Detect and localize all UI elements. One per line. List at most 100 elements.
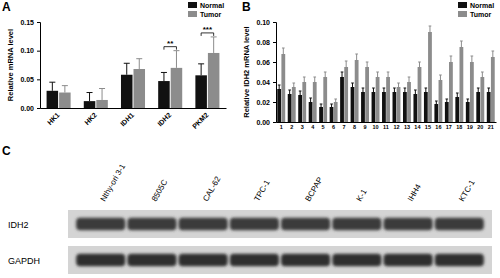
bar bbox=[158, 81, 170, 108]
bar bbox=[47, 91, 59, 108]
band bbox=[435, 218, 484, 230]
panel-title: B bbox=[242, 0, 251, 14]
bar bbox=[288, 94, 292, 122]
figure: 0.000.050.100.15HK1HK2IDH1IDH2PKM2***** A… bbox=[0, 0, 500, 278]
marks bbox=[277, 26, 494, 122]
tick-label: 0.08 bbox=[256, 39, 270, 46]
lane-label: K-1 bbox=[355, 187, 369, 203]
row-label: GAPDH bbox=[8, 256, 40, 266]
error-bar bbox=[87, 93, 93, 102]
axis-line bbox=[37, 23, 41, 109]
tick-mark bbox=[273, 42, 276, 43]
axis-line bbox=[277, 122, 497, 123]
error-bar bbox=[161, 72, 167, 81]
bar bbox=[323, 77, 327, 122]
error-bar bbox=[450, 56, 453, 62]
legend-label: Normal bbox=[200, 2, 224, 9]
panel-title: A bbox=[2, 0, 11, 14]
series bbox=[281, 26, 494, 122]
error-bar bbox=[320, 104, 323, 107]
plot: 0.000.020.040.060.080.101234567891011121… bbox=[256, 19, 496, 130]
tick-label: 6 bbox=[332, 124, 335, 130]
x-axis: HK1HK2IDH1IDH2PKM2 bbox=[41, 108, 227, 130]
tick-label: 0.00 bbox=[256, 119, 270, 126]
plot: 0.000.050.100.15HK1HK2IDH1IDH2PKM2***** bbox=[20, 19, 226, 130]
tick: 10 bbox=[372, 122, 378, 130]
tick-label: 0.06 bbox=[256, 59, 270, 66]
tick-label: 19 bbox=[467, 124, 473, 130]
axis-title: Relative IDH2 mRNA level bbox=[242, 26, 251, 117]
tick: 0.02 bbox=[256, 99, 276, 106]
error-bar bbox=[487, 88, 490, 92]
lane-label: KTC-1 bbox=[457, 178, 477, 203]
bar bbox=[418, 67, 422, 122]
error-bar bbox=[99, 89, 105, 100]
error-bar bbox=[278, 85, 281, 89]
tick: 0.10 bbox=[256, 19, 276, 26]
series bbox=[277, 72, 490, 122]
tick: 9 bbox=[364, 122, 367, 130]
blot-strip bbox=[68, 246, 492, 274]
bar bbox=[480, 77, 484, 122]
tick-label: 11 bbox=[383, 124, 389, 130]
bar bbox=[340, 77, 344, 122]
error-bar bbox=[355, 54, 358, 60]
tick-mark bbox=[273, 122, 276, 123]
bar bbox=[376, 77, 380, 122]
tick-mark bbox=[37, 108, 40, 109]
tick: 0.04 bbox=[256, 79, 276, 86]
tick-label: 5 bbox=[322, 124, 325, 130]
tick: 2 bbox=[290, 122, 293, 130]
tick-mark bbox=[273, 82, 276, 83]
axis-title: Relative mRNA level bbox=[6, 29, 15, 101]
error-bar bbox=[334, 99, 337, 102]
bar bbox=[309, 102, 313, 122]
bar bbox=[319, 107, 323, 122]
tick-label: 3 bbox=[301, 124, 304, 130]
error-bar bbox=[211, 37, 217, 53]
lane-label: TPC-1 bbox=[252, 178, 272, 203]
error-bar bbox=[136, 59, 142, 69]
error-bar bbox=[330, 104, 333, 107]
tick-label: 7 bbox=[343, 124, 346, 130]
error-bar bbox=[313, 77, 316, 82]
error-bar bbox=[345, 61, 348, 67]
band bbox=[127, 218, 176, 230]
tick-label: 21 bbox=[488, 124, 494, 130]
tick: 15 bbox=[425, 122, 431, 130]
error-bar bbox=[397, 83, 400, 87]
error-bar bbox=[435, 101, 438, 104]
tick-label: 2 bbox=[290, 124, 293, 130]
tick: 14 bbox=[414, 122, 421, 130]
tick-label: 13 bbox=[404, 124, 410, 130]
legend-swatch bbox=[188, 11, 197, 17]
tick: 0.08 bbox=[256, 39, 276, 46]
error-bar bbox=[198, 64, 204, 75]
error-bar bbox=[471, 56, 474, 62]
error-bar bbox=[351, 83, 354, 87]
error-bar bbox=[292, 83, 295, 87]
bar bbox=[334, 102, 338, 122]
tick: 20 bbox=[477, 122, 483, 130]
tick: 6 bbox=[332, 122, 335, 130]
error-bar bbox=[466, 99, 469, 102]
tick-label: 20 bbox=[477, 124, 483, 130]
bar bbox=[355, 60, 359, 122]
bar bbox=[439, 80, 443, 122]
band bbox=[435, 254, 484, 266]
bar bbox=[445, 102, 449, 122]
tick-label: 14 bbox=[414, 124, 421, 130]
tick-label: 15 bbox=[425, 124, 431, 130]
tick-mark bbox=[273, 62, 276, 63]
bar bbox=[372, 92, 376, 122]
band bbox=[127, 254, 176, 266]
error-bar bbox=[288, 90, 291, 94]
bar bbox=[407, 82, 411, 122]
error-bar bbox=[439, 75, 442, 80]
axis-line bbox=[41, 108, 227, 109]
x-axis: 123456789101112131415161718192021 bbox=[277, 122, 497, 130]
band bbox=[179, 254, 228, 266]
error-bar bbox=[404, 88, 407, 92]
legend-label: Tumor bbox=[470, 11, 492, 18]
tick-label: PKM2 bbox=[191, 111, 210, 130]
